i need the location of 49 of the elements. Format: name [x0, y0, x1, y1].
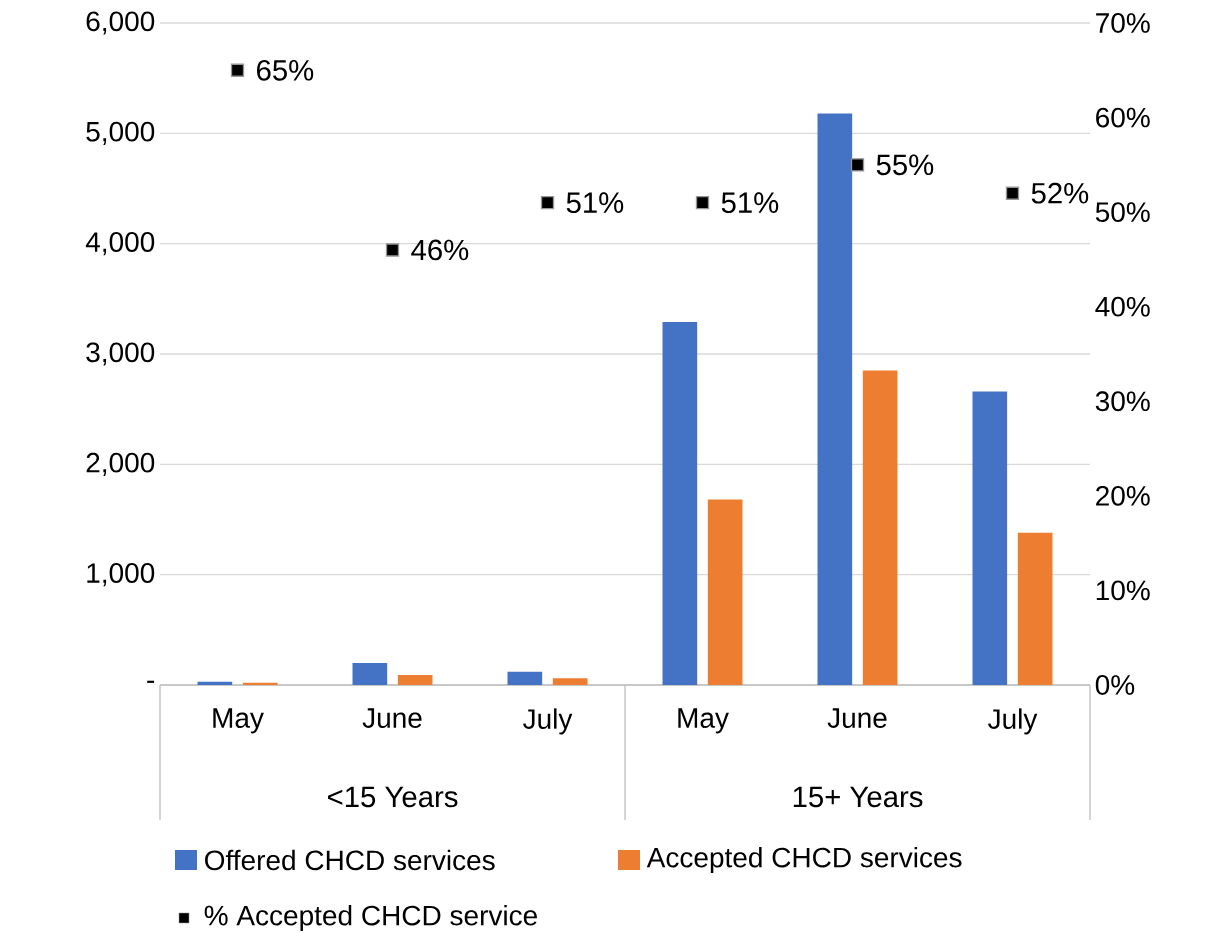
- bar: [972, 391, 1008, 685]
- bar: [507, 671, 543, 685]
- y2-tick-label: 0%: [1095, 675, 1135, 695]
- point: [850, 158, 865, 172]
- legend-label: Offered CHCD services: [205, 849, 495, 871]
- point: [1005, 186, 1020, 200]
- y2-tick-label: 70%: [1096, 13, 1150, 33]
- bar: [397, 675, 433, 685]
- y2-tick-label: 10%: [1096, 580, 1150, 601]
- data-label: 51%: [721, 192, 779, 213]
- x-tick-label: July: [988, 708, 1038, 735]
- legend-label: % Accepted CHCD service: [204, 904, 537, 932]
- y-tick-label: -: [147, 680, 155, 683]
- x-tick-label: June: [362, 708, 422, 728]
- point: [385, 243, 400, 257]
- bar: [817, 113, 853, 685]
- y2-tick-label: 60%: [1096, 107, 1150, 128]
- point: [230, 63, 245, 77]
- y2-tick-label: 20%: [1096, 485, 1150, 506]
- point: [540, 196, 555, 210]
- bar: [707, 499, 743, 685]
- point: [695, 196, 710, 210]
- y2-tick-label: 50%: [1095, 202, 1150, 223]
- text: <15 Years: [328, 786, 458, 808]
- data-label: 65%: [257, 59, 314, 81]
- data-label: 46%: [411, 239, 469, 261]
- data-label: 51%: [566, 192, 624, 213]
- bar: [352, 662, 388, 685]
- x-tick-label: May: [678, 708, 729, 734]
- bar: [552, 678, 588, 685]
- y-tick-label: 5,000: [86, 121, 155, 145]
- data-label: 52%: [1031, 182, 1089, 204]
- bar: [1017, 532, 1053, 685]
- bar: [662, 321, 698, 685]
- bar: [242, 682, 278, 685]
- y-tick-label: 3,000: [86, 342, 155, 366]
- y2-tick-label: 30%: [1095, 391, 1150, 412]
- y-tick-label: 1,000: [87, 563, 155, 587]
- data-label: 55%: [876, 154, 934, 176]
- legend-label: Accepted CHCD services: [646, 846, 962, 874]
- y2-tick-label: 40%: [1095, 296, 1150, 317]
- x-tick-label: June: [827, 708, 887, 728]
- x-tick-label: May: [213, 708, 264, 734]
- text: 15+ Years: [793, 786, 923, 808]
- y-tick-label: 6,000: [86, 11, 155, 35]
- y-tick-label: 4,000: [85, 232, 155, 256]
- x-tick-label: July: [523, 708, 573, 735]
- bar: [862, 370, 898, 685]
- y-tick-label: 2,000: [86, 452, 155, 476]
